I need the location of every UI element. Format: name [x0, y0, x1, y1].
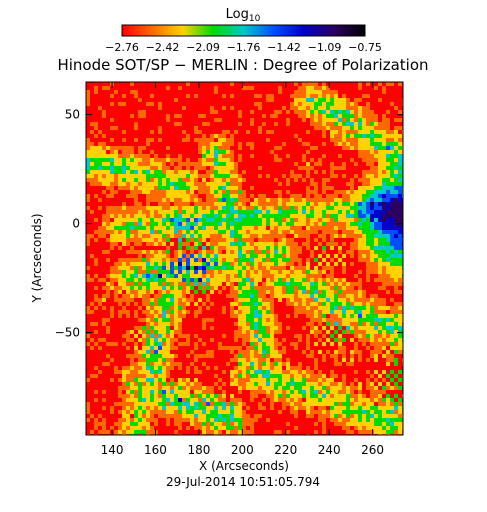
y-axis: 50 0 −50: [55, 108, 403, 340]
colorbar-tick-label: −2.42: [146, 41, 180, 54]
y-tick-label: 0: [72, 217, 80, 231]
colorbar-tick-label: −2.09: [186, 41, 220, 54]
y-axis-label: Y (Arcseconds): [30, 213, 44, 303]
colorbar-tick-label: −1.42: [267, 41, 301, 54]
colorbar-tick-label: −2.76: [105, 41, 139, 54]
colorbar: [121, 24, 366, 37]
x-tick-label: 140: [101, 443, 124, 457]
x-axis: 140 160 180 200 220 240 260: [101, 82, 384, 457]
colorbar-tick-label: −1.76: [227, 41, 261, 54]
y-tick-label: 50: [65, 108, 80, 122]
plot-frame: [85, 81, 404, 436]
y-tick-label: −50: [55, 326, 80, 340]
x-tick-label: 160: [144, 443, 167, 457]
x-tick-label: 240: [318, 443, 341, 457]
colorbar-tick-labels: −2.76 −2.42 −2.09 −1.76 −1.42 −1.09 −0.75: [105, 41, 382, 54]
plot-area: [85, 81, 404, 436]
x-tick-label: 220: [274, 443, 297, 457]
observation-date: 29-Jul-2014 10:51:05.794: [166, 475, 320, 489]
colorbar-tick-label: −0.75: [348, 41, 382, 54]
x-axis-label: X (Arcseconds): [199, 459, 289, 473]
chart-title: Hinode SOT/SP − MERLIN : Degree of Polar…: [57, 56, 428, 74]
colorbar-tick-label: −1.09: [308, 41, 342, 54]
x-tick-label: 260: [361, 443, 384, 457]
heatmap-image: [86, 82, 403, 435]
colorbar-title: Log10: [226, 7, 261, 24]
x-tick-label: 180: [187, 443, 210, 457]
x-tick-label: 200: [231, 443, 254, 457]
